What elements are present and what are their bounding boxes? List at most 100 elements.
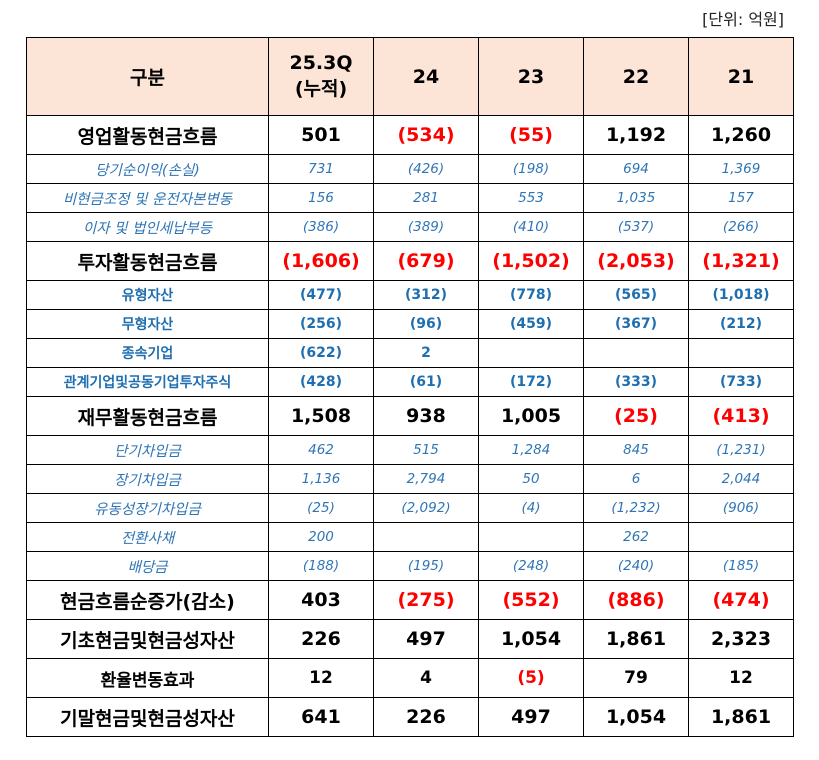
cash-flow-table: 구분 25.3Q (누적) 24 23 22 21 영업활동현금흐름 501 (53… [26,37,794,737]
row-value: 262 [583,522,689,552]
row-value: 1,192 [583,115,689,155]
table-row: 환율변동효과 12 4 (5) 79 12 [26,658,794,698]
row-value: 694 [583,154,689,184]
row-value: 226 [268,619,374,659]
row-value: 1,054 [583,697,689,737]
row-value: (426) [373,154,479,184]
row-label: 관계기업및공동기업투자주식 [26,367,269,397]
table-row: 관계기업및공동기업투자주식 (428) (61) (172) (333) (733) [26,367,794,397]
table-row: 유형자산 (477) (312) (778) (565) (1,018) [26,280,794,310]
row-value: (622) [268,338,374,368]
row-value: 641 [268,697,374,737]
row-value: (2,053) [583,241,689,281]
row-label: 투자활동현금흐름 [26,241,269,281]
row-value [478,338,584,368]
table-row: 배당금 (188) (195) (248) (240) (185) [26,551,794,581]
table-row: 투자활동현금흐름 (1,606) (679) (1,502) (2,053) (1,321… [26,241,794,281]
row-value: (195) [373,551,479,581]
row-value: (240) [583,551,689,581]
header-col-1-line2: (누적) [294,78,348,100]
row-value: 79 [583,658,689,698]
row-value: 12 [268,658,374,698]
row-value: (212) [688,309,794,339]
row-label: 영업활동현금흐름 [26,115,269,155]
row-value: (1,018) [688,280,794,310]
row-value: 497 [478,697,584,737]
row-value: 281 [373,183,479,213]
row-value: 157 [688,183,794,213]
header-col-4: 22 [583,37,689,116]
row-value: 1,035 [583,183,689,213]
row-value: 156 [268,183,374,213]
row-label: 단기차입금 [26,435,269,465]
row-value: 1,284 [478,435,584,465]
table-row: 장기차입금 1,136 2,794 50 6 2,044 [26,464,794,494]
row-value: (1,321) [688,241,794,281]
row-value: 553 [478,183,584,213]
row-value: (537) [583,212,689,242]
row-value: (565) [583,280,689,310]
header-col-1: 25.3Q (누적) [268,37,374,116]
row-value: (312) [373,280,479,310]
table-row: 유동성장기차입금 (25) (2,092) (4) (1,232) (906) [26,493,794,523]
row-value: 6 [583,464,689,494]
header-col-1-line1: 25.3Q [289,52,353,74]
table-row: 종속기업 (622) 2 [26,338,794,368]
row-label: 당기순이익(손실) [26,154,269,184]
row-value [688,338,794,368]
row-label: 재무활동현금흐름 [26,396,269,436]
row-value: 938 [373,396,479,436]
row-label: 무형자산 [26,309,269,339]
unit-label: [단위: 억원] [702,10,784,29]
row-value: 731 [268,154,374,184]
row-value: (55) [478,115,584,155]
row-value: 501 [268,115,374,155]
row-value: (1,606) [268,241,374,281]
row-value: 1,861 [583,619,689,659]
row-value: (2,092) [373,493,479,523]
row-value: 1,005 [478,396,584,436]
row-value: 845 [583,435,689,465]
row-value: 497 [373,619,479,659]
row-label: 기초현금및현금성자산 [26,619,269,659]
row-value: (474) [688,580,794,620]
table-row: 당기순이익(손실) 731 (426) (198) 694 1,369 [26,154,794,184]
row-value: (778) [478,280,584,310]
table-row: 전환사채 200 262 [26,522,794,552]
row-value: (188) [268,551,374,581]
header-label: 구분 [26,37,269,116]
row-value: 4 [373,658,479,698]
row-value: (906) [688,493,794,523]
row-value: 50 [478,464,584,494]
row-value: (172) [478,367,584,397]
row-label: 종속기업 [26,338,269,368]
row-value: (198) [478,154,584,184]
header-row: 구분 25.3Q (누적) 24 23 22 21 [26,37,794,116]
row-label: 기말현금및현금성자산 [26,697,269,737]
header-col-5: 21 [688,37,794,116]
row-value: (679) [373,241,479,281]
row-value: (733) [688,367,794,397]
row-value: 2 [373,338,479,368]
row-value: (386) [268,212,374,242]
row-label: 이자 및 법인세납부등 [26,212,269,242]
row-value: (1,502) [478,241,584,281]
header-col-2: 24 [373,37,479,116]
row-value: 1,054 [478,619,584,659]
row-value: 1,508 [268,396,374,436]
row-value: 462 [268,435,374,465]
row-value: 1,136 [268,464,374,494]
row-value: 1,369 [688,154,794,184]
row-value: 515 [373,435,479,465]
row-value: (4) [478,493,584,523]
row-value: (552) [478,580,584,620]
header-col-3: 23 [478,37,584,116]
table-row: 기초현금및현금성자산 226 497 1,054 1,861 2,323 [26,619,794,659]
row-value: (61) [373,367,479,397]
row-label: 배당금 [26,551,269,581]
table-row: 단기차입금 462 515 1,284 845 (1,231) [26,435,794,465]
row-value: (333) [583,367,689,397]
row-label: 비현금조정 및 운전자본변동 [26,183,269,213]
table-row: 무형자산 (256) (96) (459) (367) (212) [26,309,794,339]
row-label: 전환사채 [26,522,269,552]
